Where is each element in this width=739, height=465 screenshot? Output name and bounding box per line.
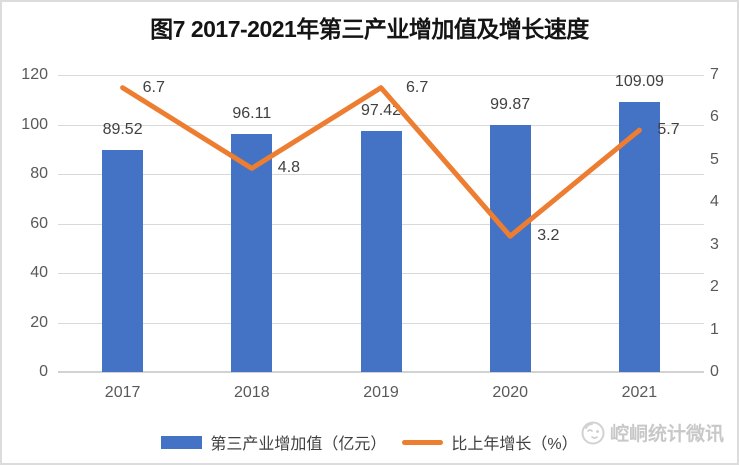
y-left-tick-label: 40 — [30, 264, 48, 281]
chart-title: 图7 2017-2021年第三产业增加值及增长速度 — [150, 16, 589, 42]
y-left-tick-label: 20 — [30, 313, 48, 331]
mascot-face-icon — [581, 421, 605, 445]
y-right-tick-label: 5 — [710, 150, 719, 168]
gridline — [58, 75, 704, 76]
bar-2018 — [231, 134, 273, 372]
x-tick-label: 2021 — [621, 384, 658, 401]
y-right-tick-label: 0 — [710, 363, 719, 380]
x-tick-label: 2017 — [104, 384, 141, 401]
y-right-tick-label: 6 — [710, 108, 719, 126]
legend-swatch-line — [402, 439, 444, 445]
x-tick-label: 2018 — [234, 384, 270, 401]
legend-swatch-bar — [161, 435, 203, 449]
y-right-tick-label: 2 — [710, 278, 719, 296]
line-value-label: 5.7 — [657, 121, 680, 139]
x-tick-label: 2020 — [492, 384, 528, 401]
legend-item-added-value: 第三产业增加值（亿元） — [161, 430, 386, 454]
bar-value-label: 97.42 — [360, 101, 402, 119]
y-right-tick-label: 3 — [710, 235, 719, 253]
y-left-tick-label: 60 — [30, 214, 48, 232]
line-value-label: 6.7 — [142, 78, 165, 96]
y-right-tick-label: 7 — [710, 66, 719, 83]
y-left-tick-label: 120 — [21, 66, 48, 83]
x-tick-label: 2019 — [363, 384, 399, 401]
y-left-tick-label: 100 — [21, 115, 48, 133]
bar-value-label: 89.52 — [102, 121, 143, 139]
line-value-label: 3.2 — [537, 227, 560, 245]
line-value-label: 6.7 — [406, 78, 429, 96]
x-axis-line — [58, 371, 704, 373]
bar-2020 — [489, 124, 531, 372]
bar-value-label: 99.87 — [490, 95, 531, 113]
y-right-tick-label: 4 — [710, 193, 719, 211]
legend-label-growth: 比上年增长（%） — [451, 436, 578, 453]
legend-item-growth: 比上年增长（%） — [402, 430, 578, 454]
watermark-text: 崆峒统计微讯 — [610, 423, 725, 445]
bar-value-label: 96.11 — [232, 105, 272, 123]
y-right-tick-label: 1 — [710, 320, 719, 338]
y-left-tick-label: 0 — [39, 363, 48, 380]
line-value-label: 4.8 — [277, 159, 301, 177]
bar-2017 — [102, 150, 144, 372]
watermark: 崆峒统计微讯 — [579, 418, 724, 446]
bar-2019 — [360, 130, 402, 372]
legend-label-added-value: 第三产业增加值（亿元） — [210, 436, 387, 453]
bar-value-label: 109.09 — [614, 73, 664, 90]
bar-2021 — [618, 102, 660, 372]
y-left-tick-label: 80 — [30, 165, 48, 182]
legend: 第三产业增加值（亿元） 比上年增长（%） — [2, 430, 737, 454]
